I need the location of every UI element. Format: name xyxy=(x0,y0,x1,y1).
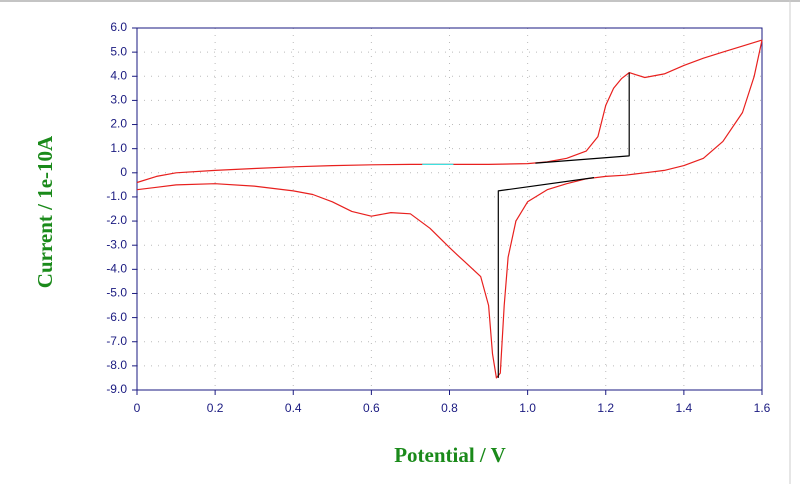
data-line xyxy=(535,72,630,164)
x-tick-label: 1.2 xyxy=(597,401,614,415)
y-tick-label: 6.0 xyxy=(110,20,127,34)
x-tick-label: 0.2 xyxy=(207,401,224,415)
x-tick-label: 0 xyxy=(134,401,141,415)
x-tick-label: 0.8 xyxy=(441,401,458,415)
y-tick-label: -5.0 xyxy=(106,286,127,300)
x-tick-label: 1.0 xyxy=(519,401,536,415)
y-tick-label: -8.0 xyxy=(106,358,127,372)
y-tick-label: 0 xyxy=(120,165,127,179)
y-tick-label: -1.0 xyxy=(106,189,127,203)
x-tick-label: 1.6 xyxy=(754,401,771,415)
y-tick-label: -9.0 xyxy=(106,382,127,396)
data-line xyxy=(136,39,763,184)
y-tick-label: 1.0 xyxy=(110,141,127,155)
x-tick-label: 1.4 xyxy=(676,401,693,415)
y-tick-label: 5.0 xyxy=(110,44,127,58)
x-axis-label: Potential / V xyxy=(394,443,506,467)
y-tick-label: 3.0 xyxy=(110,93,127,107)
y-axis-label: Current / 1e-10A xyxy=(33,135,57,288)
y-tick-label: -7.0 xyxy=(106,334,127,348)
plot-frame xyxy=(136,27,763,391)
y-tick-label: -3.0 xyxy=(106,237,127,251)
x-tick-label: 0.4 xyxy=(285,401,302,415)
data-line xyxy=(136,39,763,379)
data-line xyxy=(497,177,595,378)
y-tick-label: -4.0 xyxy=(106,262,127,276)
y-tick-label: 2.0 xyxy=(110,117,127,131)
y-tick-label: -2.0 xyxy=(106,213,127,227)
y-tick-label: 4.0 xyxy=(110,68,127,82)
y-tick-label: -6.0 xyxy=(106,310,127,324)
x-tick-label: 0.6 xyxy=(363,401,380,415)
